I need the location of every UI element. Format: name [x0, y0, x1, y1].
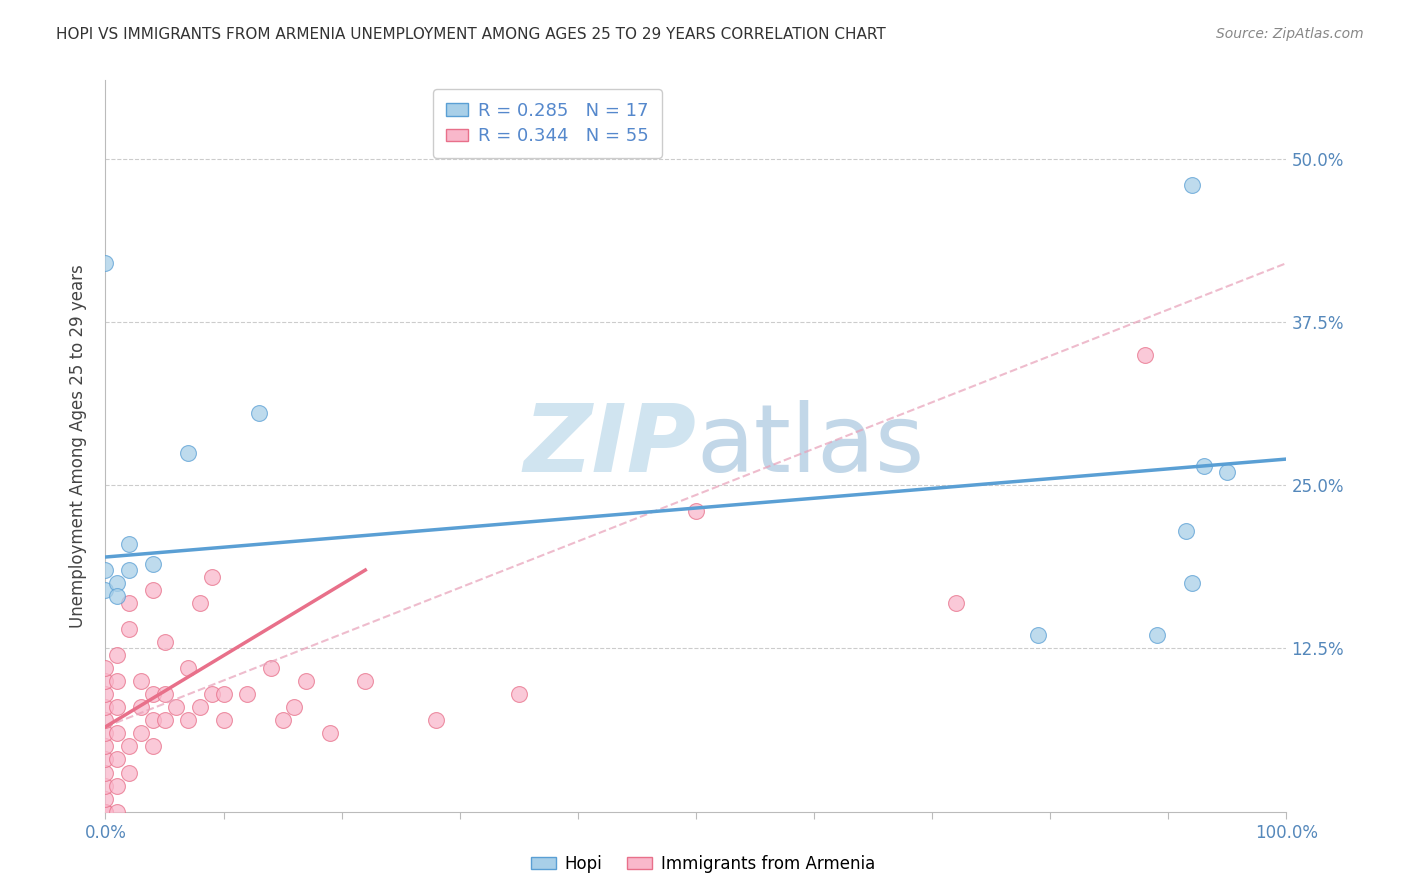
Point — [1181, 178, 1204, 192]
Point — [94, 739, 117, 754]
Point — [94, 256, 117, 270]
Point — [118, 537, 141, 551]
Point — [105, 648, 128, 662]
Point — [1146, 628, 1168, 642]
Text: Source: ZipAtlas.com: Source: ZipAtlas.com — [1216, 27, 1364, 41]
Point — [94, 700, 117, 714]
Point — [177, 445, 200, 459]
Point — [118, 765, 141, 780]
Point — [1133, 348, 1156, 362]
Point — [94, 752, 117, 766]
Point — [153, 635, 176, 649]
Point — [129, 726, 152, 740]
Point — [105, 726, 128, 740]
Point — [105, 805, 128, 819]
Point — [142, 557, 165, 571]
Point — [945, 596, 967, 610]
Point — [118, 596, 141, 610]
Point — [105, 589, 128, 603]
Legend: R = 0.285   N = 17, R = 0.344   N = 55: R = 0.285 N = 17, R = 0.344 N = 55 — [433, 89, 662, 158]
Point — [94, 779, 117, 793]
Legend: Hopi, Immigrants from Armenia: Hopi, Immigrants from Armenia — [524, 848, 882, 880]
Point — [118, 739, 141, 754]
Point — [94, 805, 117, 819]
Point — [177, 714, 200, 728]
Point — [1192, 458, 1215, 473]
Point — [94, 687, 117, 701]
Point — [295, 674, 318, 689]
Point — [1181, 576, 1204, 591]
Point — [153, 714, 176, 728]
Point — [685, 504, 707, 518]
Point — [94, 805, 117, 819]
Point — [129, 700, 152, 714]
Point — [94, 563, 117, 577]
Point — [247, 406, 270, 420]
Point — [153, 687, 176, 701]
Point — [94, 661, 117, 675]
Point — [94, 582, 117, 597]
Text: atlas: atlas — [696, 400, 924, 492]
Point — [1028, 628, 1050, 642]
Text: ZIP: ZIP — [523, 400, 696, 492]
Point — [94, 714, 117, 728]
Point — [105, 576, 128, 591]
Point — [271, 714, 294, 728]
Point — [354, 674, 377, 689]
Point — [212, 714, 235, 728]
Point — [508, 687, 530, 701]
Point — [201, 687, 224, 701]
Point — [165, 700, 187, 714]
Point — [105, 674, 128, 689]
Point — [425, 714, 447, 728]
Point — [129, 674, 152, 689]
Point — [212, 687, 235, 701]
Point — [94, 674, 117, 689]
Point — [118, 622, 141, 636]
Point — [260, 661, 283, 675]
Point — [142, 687, 165, 701]
Point — [94, 765, 117, 780]
Y-axis label: Unemployment Among Ages 25 to 29 years: Unemployment Among Ages 25 to 29 years — [69, 264, 87, 628]
Point — [94, 791, 117, 805]
Point — [188, 700, 211, 714]
Point — [1175, 524, 1198, 538]
Point — [283, 700, 305, 714]
Point — [105, 700, 128, 714]
Point — [1216, 465, 1239, 479]
Point — [177, 661, 200, 675]
Point — [94, 726, 117, 740]
Point — [319, 726, 342, 740]
Point — [105, 779, 128, 793]
Point — [188, 596, 211, 610]
Text: HOPI VS IMMIGRANTS FROM ARMENIA UNEMPLOYMENT AMONG AGES 25 TO 29 YEARS CORRELATI: HOPI VS IMMIGRANTS FROM ARMENIA UNEMPLOY… — [56, 27, 886, 42]
Point — [142, 739, 165, 754]
Point — [105, 752, 128, 766]
Point — [118, 563, 141, 577]
Point — [142, 582, 165, 597]
Point — [201, 569, 224, 583]
Point — [236, 687, 259, 701]
Point — [142, 714, 165, 728]
